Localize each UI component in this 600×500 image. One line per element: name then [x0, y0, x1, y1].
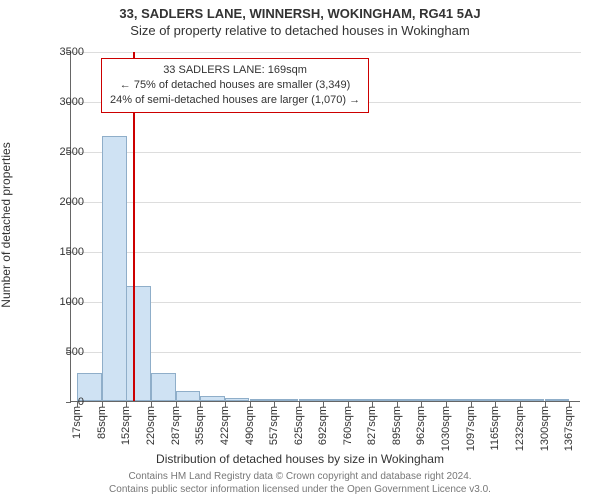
annotation-line: 24% of semi-detached houses are larger (…: [110, 93, 360, 108]
histogram-bar: [421, 399, 446, 401]
xtick-label: 1097sqm: [465, 406, 477, 451]
histogram-bar: [200, 396, 225, 401]
ytick-label: 1500: [34, 246, 84, 258]
histogram-bar: [471, 399, 496, 401]
gridline: [71, 252, 581, 253]
histogram-bar: [372, 399, 397, 401]
histogram-bar: [102, 136, 127, 401]
histogram-bar: [446, 399, 471, 401]
annotation-line: 33 SADLERS LANE: 169sqm: [110, 63, 360, 78]
histogram-bar: [545, 399, 570, 401]
xtick-label: 1232sqm: [514, 406, 526, 451]
histogram-bar: [225, 398, 250, 401]
chart-container: 33, SADLERS LANE, WINNERSH, WOKINGHAM, R…: [0, 0, 600, 500]
xtick-label: 1300sqm: [539, 406, 551, 451]
histogram-bar: [274, 399, 299, 401]
xtick-label: 760sqm: [342, 406, 354, 445]
xtick-label: 85sqm: [96, 406, 108, 439]
gridline: [71, 52, 581, 53]
chart-title-main: 33, SADLERS LANE, WINNERSH, WOKINGHAM, R…: [0, 0, 600, 21]
ytick-label: 0: [34, 396, 84, 408]
chart-plot-area: 33 SADLERS LANE: 169sqm← 75% of detached…: [70, 52, 580, 402]
ytick-label: 2500: [34, 146, 84, 158]
chart-footer: Contains HM Land Registry data © Crown c…: [0, 470, 600, 496]
histogram-bar: [323, 399, 348, 401]
histogram-bar: [495, 399, 520, 401]
xtick-label: 490sqm: [244, 406, 256, 445]
annotation-box: 33 SADLERS LANE: 169sqm← 75% of detached…: [101, 58, 369, 113]
xtick-label: 895sqm: [391, 406, 403, 445]
ytick-label: 3000: [34, 96, 84, 108]
xtick-label: 557sqm: [268, 406, 280, 445]
histogram-bar: [299, 399, 324, 401]
xtick-label: 422sqm: [219, 406, 231, 445]
xtick-label: 625sqm: [293, 406, 305, 445]
histogram-bar: [176, 391, 201, 401]
histogram-bar: [151, 373, 176, 401]
footer-line-1: Contains HM Land Registry data © Crown c…: [0, 470, 600, 483]
ytick-label: 3500: [34, 46, 84, 58]
histogram-bar: [126, 286, 151, 401]
xtick-label: 692sqm: [317, 406, 329, 445]
xtick-label: 220sqm: [145, 406, 157, 445]
histogram-bar: [520, 399, 545, 401]
gridline: [71, 152, 581, 153]
ytick-label: 1000: [34, 296, 84, 308]
xtick-label: 1165sqm: [489, 406, 501, 450]
annotation-line: ← 75% of detached houses are smaller (3,…: [110, 78, 360, 93]
plot-region: 33 SADLERS LANE: 169sqm← 75% of detached…: [70, 52, 580, 402]
y-axis-label: Number of detached properties: [0, 142, 13, 307]
xtick-label: 827sqm: [366, 406, 378, 445]
histogram-bar: [348, 399, 373, 401]
xtick-label: 1367sqm: [563, 406, 575, 451]
xtick-label: 17sqm: [71, 406, 83, 439]
x-axis-label: Distribution of detached houses by size …: [0, 452, 600, 466]
gridline: [71, 202, 581, 203]
histogram-bar: [397, 399, 422, 401]
chart-title-sub: Size of property relative to detached ho…: [0, 21, 600, 38]
xtick-label: 962sqm: [415, 406, 427, 445]
xtick-label: 1030sqm: [440, 406, 452, 451]
ytick-label: 500: [34, 346, 84, 358]
xtick-label: 355sqm: [194, 406, 206, 445]
ytick-label: 2000: [34, 196, 84, 208]
xtick-label: 152sqm: [120, 406, 132, 445]
histogram-bar: [250, 399, 275, 401]
xtick-label: 287sqm: [170, 406, 182, 445]
footer-line-2: Contains public sector information licen…: [0, 483, 600, 496]
